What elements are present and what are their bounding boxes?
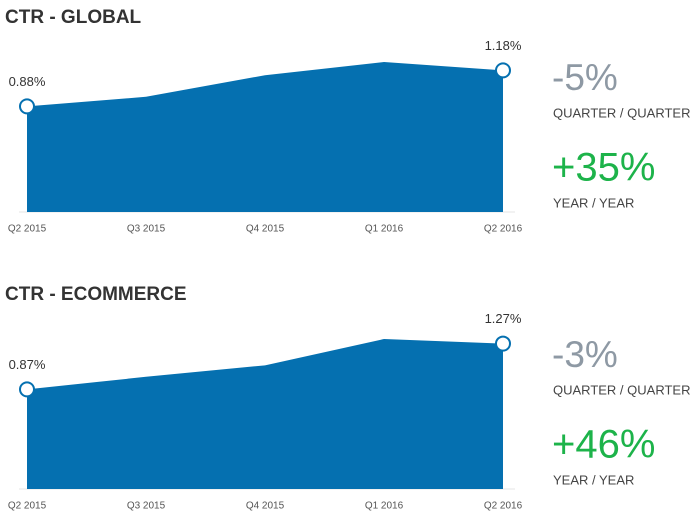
data-label: 0.87%	[9, 357, 46, 372]
stat-value: -5%	[552, 57, 618, 98]
x-tick-label: Q2 2016	[484, 224, 523, 235]
stat-label: YEAR / YEAR	[553, 195, 634, 210]
area	[27, 339, 503, 489]
stat-label: QUARTER / QUARTER	[553, 382, 690, 397]
chart-title: CTR - ECOMMERCE	[5, 284, 187, 305]
x-tick-label: Q2 2015	[8, 501, 47, 512]
data-label: 1.18%	[485, 38, 522, 53]
stat-value: +46%	[552, 423, 655, 467]
stat-label: QUARTER / QUARTER	[553, 105, 690, 120]
area	[27, 62, 503, 212]
data-label: 1.27%	[485, 311, 522, 326]
x-tick-label: Q1 2016	[365, 224, 404, 235]
x-tick-label: Q4 2015	[246, 224, 285, 235]
x-tick-label: Q2 2016	[484, 501, 523, 512]
stat-value: -3%	[552, 334, 618, 375]
point-marker	[495, 335, 511, 352]
stat-label: YEAR / YEAR	[553, 472, 634, 487]
chart-title: CTR - GLOBAL	[5, 7, 142, 28]
point-marker	[19, 381, 35, 398]
data-label: 0.88%	[9, 74, 46, 89]
x-tick-label: Q4 2015	[246, 501, 285, 512]
x-tick-label: Q3 2015	[127, 501, 166, 512]
point-marker	[495, 62, 511, 79]
x-tick-label: Q2 2015	[8, 224, 47, 235]
point-marker	[19, 98, 35, 115]
x-tick-label: Q3 2015	[127, 224, 166, 235]
x-tick-label: Q1 2016	[365, 501, 404, 512]
stat-value: +35%	[552, 146, 655, 190]
